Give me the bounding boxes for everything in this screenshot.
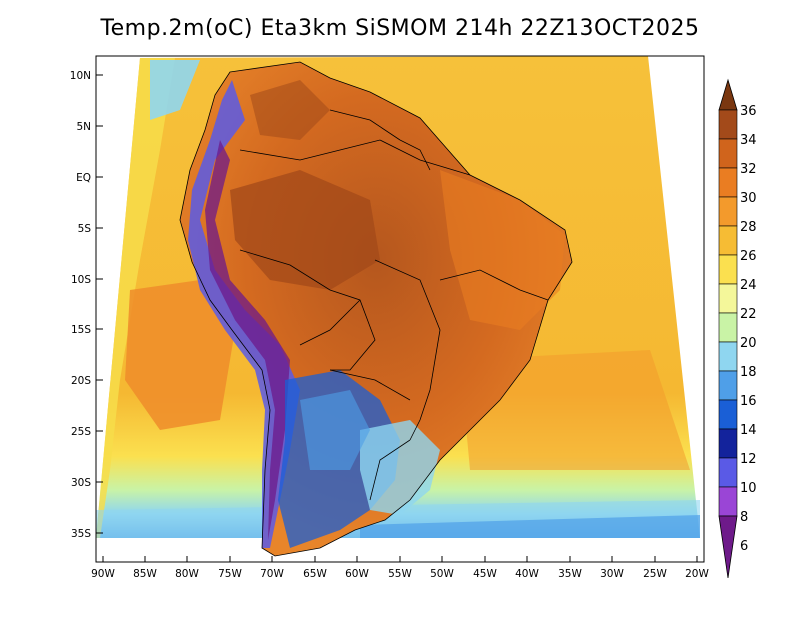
lon-label: 45W	[473, 568, 497, 580]
colorbar-swatch	[718, 370, 738, 401]
lon-label: 50W	[430, 568, 454, 580]
pampas-light-blue	[300, 390, 370, 470]
lon-label: 55W	[388, 568, 412, 580]
colorbar-label: 8	[740, 510, 748, 525]
lon-label: 80W	[175, 568, 199, 580]
colorbar: 36 34 32 30 28 26 24 22 20 18 16 14 12 1…	[718, 78, 757, 579]
colorbar-label: 18	[740, 365, 757, 380]
colorbar-label: 28	[740, 220, 757, 235]
lon-label: 70W	[260, 568, 284, 580]
colorbar-swatch	[718, 428, 738, 459]
uruguay-south-brazil-cool	[360, 420, 440, 515]
lon-label: 25W	[643, 568, 667, 580]
lon-label: 35W	[558, 568, 582, 580]
pacific-blue-patch	[150, 60, 200, 120]
colorbar-label: 26	[740, 249, 757, 264]
lat-label: 25S	[71, 426, 91, 438]
colorbar-bottom-arrow	[718, 515, 738, 579]
map-title: Temp.2m(oC) Eta3km SiSMOM 214h 22Z13OCT2…	[100, 16, 700, 41]
lat-label: EQ	[76, 172, 91, 184]
longitude-axis	[102, 556, 698, 562]
colorbar-top-arrow	[718, 78, 738, 111]
northern-hot-core	[250, 80, 330, 140]
lon-label: 30W	[600, 568, 624, 580]
colorbar-label: 10	[740, 481, 757, 496]
lat-label: 10N	[70, 70, 91, 82]
amazon-hot-core	[230, 170, 380, 290]
colorbar-label: 36	[740, 104, 757, 119]
country-borders	[179, 61, 573, 557]
colorbar-swatch	[718, 196, 738, 227]
lon-label: 90W	[91, 568, 115, 580]
colorbar-swatch	[718, 486, 738, 517]
colorbar-label: 20	[740, 336, 757, 351]
colorbar-label: 14	[740, 423, 757, 438]
lat-label: 20S	[71, 375, 91, 387]
lat-label: 5S	[78, 223, 92, 235]
longitude-labels: 90W 85W 80W 75W 70W 65W 60W 55W 50W 45W …	[91, 568, 709, 580]
colorbar-swatch	[718, 138, 738, 169]
lat-label: 5N	[76, 121, 91, 133]
colorbar-swatch	[718, 109, 738, 140]
pacific-warm-patch	[125, 280, 235, 430]
lon-label: 20W	[685, 568, 709, 580]
northeast-brazil-warm	[440, 170, 565, 330]
latitude-axis	[96, 74, 103, 534]
colorbar-swatch	[718, 399, 738, 430]
andes-peaks	[205, 140, 290, 540]
lat-label: 30S	[71, 477, 91, 489]
lat-label: 10S	[71, 274, 91, 286]
colorbar-swatch	[718, 254, 738, 285]
colorbar-label: 12	[740, 452, 757, 467]
lat-label: 35S	[71, 528, 91, 540]
colorbar-label: 34	[740, 133, 757, 148]
colorbar-label: 16	[740, 394, 757, 409]
colorbar-swatch	[718, 283, 738, 314]
colorbar-label: 30	[740, 191, 757, 206]
lon-label: 85W	[133, 568, 157, 580]
colorbar-swatch	[718, 457, 738, 488]
colorbar-label: 24	[740, 278, 757, 293]
pacific-cool-band	[96, 58, 175, 538]
lon-label: 65W	[303, 568, 327, 580]
colorbar-label: 32	[740, 162, 757, 177]
colorbar-swatch	[718, 312, 738, 343]
colorbar-swatch	[718, 167, 738, 198]
lat-label: 15S	[71, 324, 91, 336]
colorbar-label: 22	[740, 307, 757, 322]
colorbar-swatch	[718, 341, 738, 372]
southern-ocean-blue	[360, 515, 700, 538]
colorbar-swatch	[718, 225, 738, 256]
atlantic-warm-patch	[460, 350, 690, 470]
lon-label: 40W	[515, 568, 539, 580]
lon-label: 75W	[218, 568, 242, 580]
lon-label: 60W	[345, 568, 369, 580]
colorbar-label: 6	[740, 539, 748, 554]
latitude-labels: 10N 5N EQ 5S 10S 15S 20S 25S 30S 35S	[70, 70, 92, 540]
